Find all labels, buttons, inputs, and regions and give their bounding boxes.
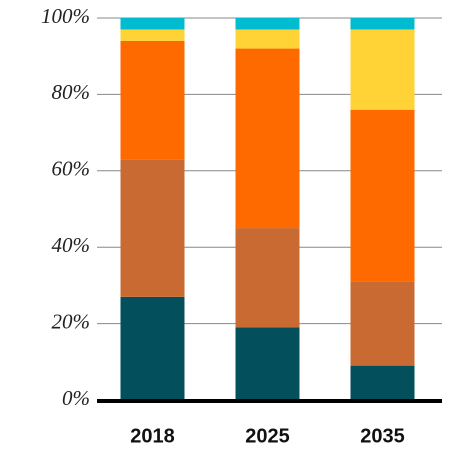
bar-segment [235, 327, 300, 400]
bar-segment [120, 296, 185, 400]
y-tick-label: 80% [52, 80, 91, 104]
bar-segment [120, 159, 185, 297]
y-tick-label: 60% [52, 157, 91, 181]
bar-segment [235, 29, 300, 49]
y-tick-label: 40% [52, 233, 91, 257]
x-tick-label: 2035 [360, 425, 405, 447]
bar-segment [235, 18, 300, 30]
bar-segment [235, 48, 300, 229]
x-tick-label: 2025 [245, 425, 290, 447]
x-tick-label: 2018 [130, 425, 175, 447]
bar-segment [120, 18, 185, 30]
y-tick-label: 100% [41, 4, 90, 28]
bar-segment [350, 281, 415, 366]
bar-segment [350, 109, 415, 282]
y-tick-label: 20% [52, 309, 91, 333]
bar-segment [120, 29, 185, 41]
bar-segment [120, 40, 185, 160]
bar-segment [350, 29, 415, 110]
bar-segment [235, 228, 300, 328]
bar-segment [350, 365, 415, 400]
y-tick-label: 0% [62, 386, 90, 410]
bar-segment [350, 18, 415, 30]
